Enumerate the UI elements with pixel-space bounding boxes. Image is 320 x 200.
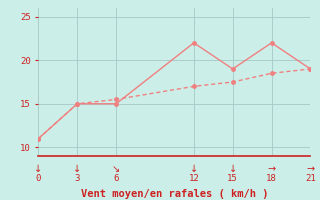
Text: 3: 3	[75, 174, 80, 183]
Text: 0: 0	[36, 174, 41, 183]
Text: ↓: ↓	[190, 164, 198, 174]
Text: ↓: ↓	[34, 164, 43, 174]
Text: ↓: ↓	[73, 164, 81, 174]
Text: Vent moyen/en rafales ( km/h ): Vent moyen/en rafales ( km/h )	[81, 189, 268, 199]
Text: 15: 15	[227, 174, 238, 183]
Text: 18: 18	[266, 174, 277, 183]
Text: ↓: ↓	[228, 164, 237, 174]
Text: 12: 12	[188, 174, 199, 183]
Text: →: →	[268, 164, 276, 174]
Text: →: →	[306, 164, 315, 174]
Text: ↘: ↘	[112, 164, 120, 174]
Text: 21: 21	[305, 174, 316, 183]
Text: 6: 6	[113, 174, 119, 183]
